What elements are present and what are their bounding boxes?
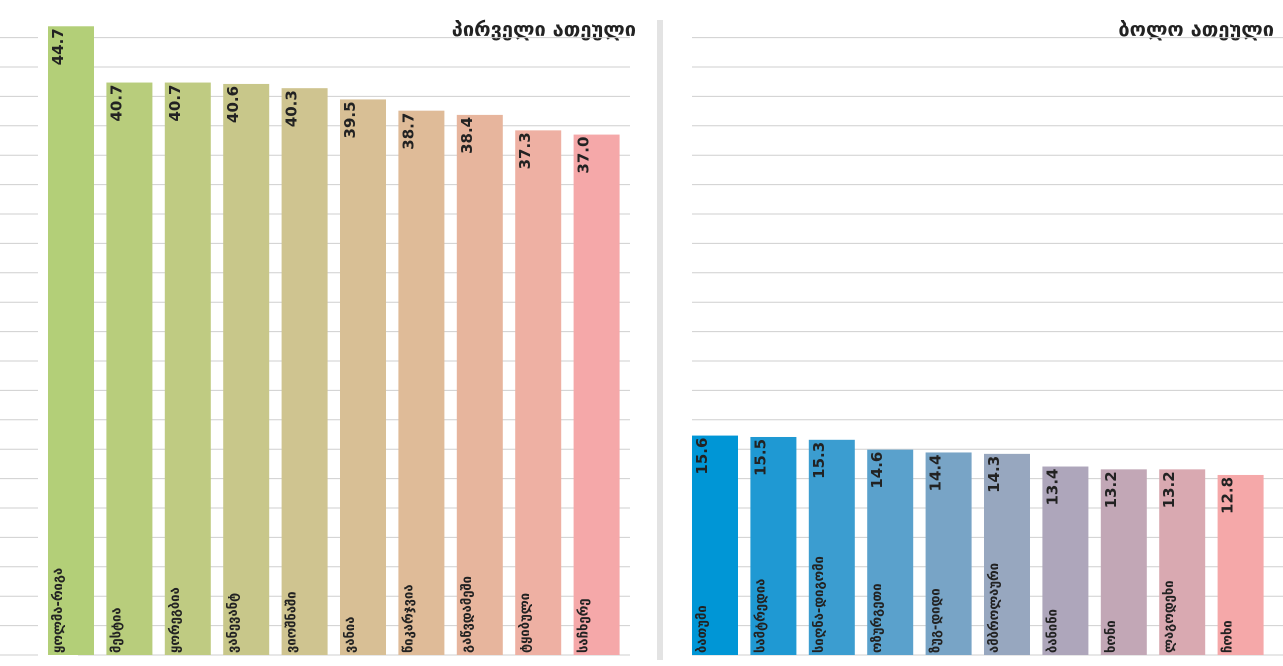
bar — [573, 134, 620, 655]
bar — [984, 453, 1030, 655]
value-label: 13.2 — [1160, 471, 1178, 508]
bar — [340, 99, 386, 656]
value-label: 40.6 — [224, 86, 242, 123]
bar-label: ტყიბული — [518, 593, 533, 653]
bar-label: ბათუმი — [695, 605, 710, 653]
bar-label: ზუგ-დიდი — [929, 588, 944, 653]
bar — [281, 88, 328, 655]
value-label: 44.7 — [49, 28, 67, 65]
bar-label: ჩოხი — [1221, 620, 1236, 653]
value-label: 40.7 — [107, 85, 125, 122]
bar — [1217, 474, 1264, 655]
bar-label: ლაგოდეხი — [1162, 580, 1177, 653]
value-label: 12.8 — [1219, 477, 1237, 514]
value-label: 14.3 — [985, 456, 1003, 493]
bar — [925, 452, 972, 655]
bar — [106, 82, 153, 655]
bar — [692, 435, 738, 655]
bar — [1159, 469, 1206, 655]
value-label: 13.2 — [1102, 471, 1120, 508]
bar — [398, 110, 445, 655]
value-label: 14.4 — [927, 454, 945, 491]
value-label: 37.0 — [575, 137, 593, 174]
bar — [1042, 466, 1089, 655]
bar — [1100, 469, 1147, 655]
bar — [456, 114, 503, 656]
bar — [223, 83, 270, 656]
value-label: 15.3 — [810, 442, 828, 479]
bar — [867, 449, 914, 655]
divider — [657, 20, 663, 660]
bar-label: ოზურგეთი — [870, 583, 885, 653]
bar-label: ვიოშნაში — [285, 591, 300, 653]
bar-label: ყოლმა-რიგა — [51, 568, 66, 653]
bar-label: სამტრედია — [753, 579, 768, 653]
bar-label: მესტია — [109, 607, 124, 653]
value-label: 40.7 — [166, 85, 184, 122]
value-label: 15.5 — [751, 439, 769, 476]
bar-label: ბანინი — [1045, 609, 1060, 653]
value-label: 40.3 — [283, 90, 301, 127]
value-label: 37.3 — [516, 132, 534, 169]
bar-label: ვანევანტ — [226, 593, 241, 653]
bar-label: წიკარჯვია — [401, 584, 416, 653]
value-label: 38.4 — [458, 117, 476, 154]
bar-label: ხონი — [1104, 620, 1119, 653]
value-label: 39.5 — [341, 101, 359, 138]
panel-title: პირველი ათეული — [452, 17, 636, 41]
bar-label: ყორეგბია — [168, 587, 183, 653]
panel-title: ბოლო ათეული — [1118, 17, 1274, 41]
bar — [750, 436, 797, 655]
value-label: 38.7 — [399, 113, 417, 150]
value-label: 13.4 — [1043, 469, 1061, 506]
bar — [808, 439, 855, 655]
bar — [515, 130, 562, 656]
bar-label: ამბროლაური — [987, 563, 1002, 653]
bar-label: სიღნა-დიგომი — [812, 556, 827, 653]
value-label: 14.6 — [868, 452, 886, 489]
value-label: 15.6 — [693, 438, 711, 475]
bar-label: გაწვდამეში — [460, 576, 475, 653]
bar — [164, 82, 211, 655]
bar — [48, 26, 94, 655]
bar-label: ვანია — [343, 617, 358, 653]
bar-label: საჩხერე — [577, 599, 592, 654]
